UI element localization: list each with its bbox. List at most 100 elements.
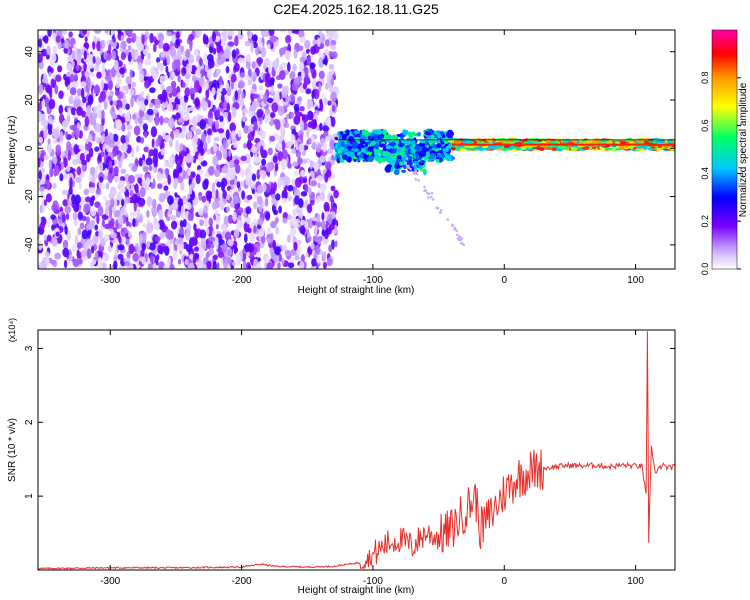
heatmap-cell [76, 64, 80, 72]
heatmap-cell [105, 182, 110, 190]
heatmap-cell [152, 70, 158, 80]
heatmap-cell [332, 30, 339, 41]
heatmap-cell [150, 182, 154, 190]
heatmap-cell [45, 84, 53, 94]
heatmap-cell [52, 32, 57, 42]
heatmap-cell [107, 172, 113, 184]
heatmap-cell [95, 56, 101, 68]
heatmap-cell [330, 44, 337, 50]
heatmap-cell [314, 244, 321, 255]
heatmap-cell [175, 210, 181, 218]
heatmap-cell [141, 243, 146, 251]
heatmap-cell [374, 143, 380, 150]
heatmap-cell [48, 115, 53, 125]
heatmap-cell [94, 30, 102, 34]
spectrogram-y-axis-label: Frequency (Hz) [7, 116, 18, 185]
heatmap-cell [290, 134, 296, 143]
heatmap-cell [446, 218, 450, 221]
heatmap-cell [104, 30, 109, 34]
heatmap-cell [140, 137, 145, 144]
heatmap-cell [136, 208, 141, 220]
heatmap-cell [171, 87, 178, 97]
heatmap-cell [133, 201, 137, 212]
heatmap-cell [319, 101, 324, 112]
colorbar-tick-label: 0.4 [700, 167, 710, 180]
heatmap-cell [259, 203, 263, 210]
heatmap-cell [241, 92, 245, 100]
heatmap-cell [141, 34, 145, 45]
heatmap-cell [66, 230, 71, 241]
heatmap-cell [139, 256, 146, 263]
heatmap-cell [138, 157, 143, 167]
heatmap-cell [226, 248, 233, 256]
heatmap-cell [396, 148, 401, 154]
heatmap-cell [137, 177, 143, 184]
heatmap-cell [281, 257, 285, 266]
heatmap-cell [101, 109, 105, 120]
spectrogram-x-ticks: -300 -200 -100 0 100 [100, 30, 644, 286]
heatmap-cell [327, 72, 331, 81]
heatmap-cell [192, 134, 198, 145]
heatmap-cell [282, 217, 288, 224]
heatmap-cell [109, 160, 113, 169]
heatmap-cell [259, 145, 264, 156]
heatmap-cell [234, 35, 239, 47]
heatmap-cell [509, 145, 516, 150]
heatmap-cell [208, 217, 214, 227]
heatmap-cell [300, 219, 306, 226]
heatmap-cell [68, 186, 73, 195]
heatmap-cell [148, 165, 153, 172]
heatmap-cell [405, 145, 410, 149]
heatmap-cell [80, 81, 87, 88]
heatmap-cell [149, 254, 154, 263]
heatmap-cell [38, 186, 45, 192]
heatmap-cell [120, 143, 128, 152]
heatmap-cell [117, 253, 124, 260]
heatmap-cell [160, 246, 166, 253]
heatmap-cell [229, 201, 235, 208]
heatmap-cell [127, 45, 132, 51]
heatmap-cell [158, 261, 165, 269]
heatmap-cell [188, 33, 195, 42]
heatmap-cell [267, 43, 271, 50]
heatmap-cell [146, 196, 153, 207]
heatmap-cell [163, 185, 169, 191]
heatmap-cell [39, 204, 43, 214]
heatmap-cell [234, 62, 240, 72]
heatmap-cell [222, 138, 226, 149]
heatmap-cell [131, 32, 137, 43]
heatmap-cell [256, 169, 261, 180]
heatmap-cell [157, 171, 162, 180]
heatmap-cell [237, 130, 242, 138]
heatmap-cell [272, 239, 276, 249]
heatmap-cell [244, 233, 248, 244]
heatmap-cell [370, 150, 375, 157]
heatmap-cell [212, 155, 219, 166]
heatmap-cell [325, 136, 329, 143]
heatmap-cell [179, 227, 185, 236]
heatmap-cell [114, 90, 120, 96]
heatmap-cell [236, 181, 241, 189]
heatmap-cell [417, 179, 420, 182]
heatmap-cell [125, 134, 129, 142]
heatmap-cell [174, 153, 179, 165]
heatmap-cell [212, 31, 216, 42]
heatmap-cell [87, 134, 93, 142]
heatmap-cell [222, 148, 228, 160]
heatmap-cell [245, 59, 251, 69]
heatmap-cell [86, 76, 91, 87]
heatmap-cell [81, 229, 89, 240]
heatmap-cell [93, 35, 98, 43]
heatmap-cell [238, 30, 242, 37]
heatmap-cell [255, 251, 262, 258]
heatmap-cell [53, 128, 60, 140]
heatmap-cell [205, 260, 212, 269]
heatmap-cell [153, 147, 159, 158]
heatmap-cell [300, 254, 305, 262]
heatmap-cell [167, 102, 174, 112]
heatmap-cell [79, 152, 85, 162]
heatmap-cell [189, 87, 197, 95]
heatmap-cell [285, 50, 290, 61]
heatmap-cell [132, 113, 137, 120]
heatmap-cell [320, 183, 327, 193]
